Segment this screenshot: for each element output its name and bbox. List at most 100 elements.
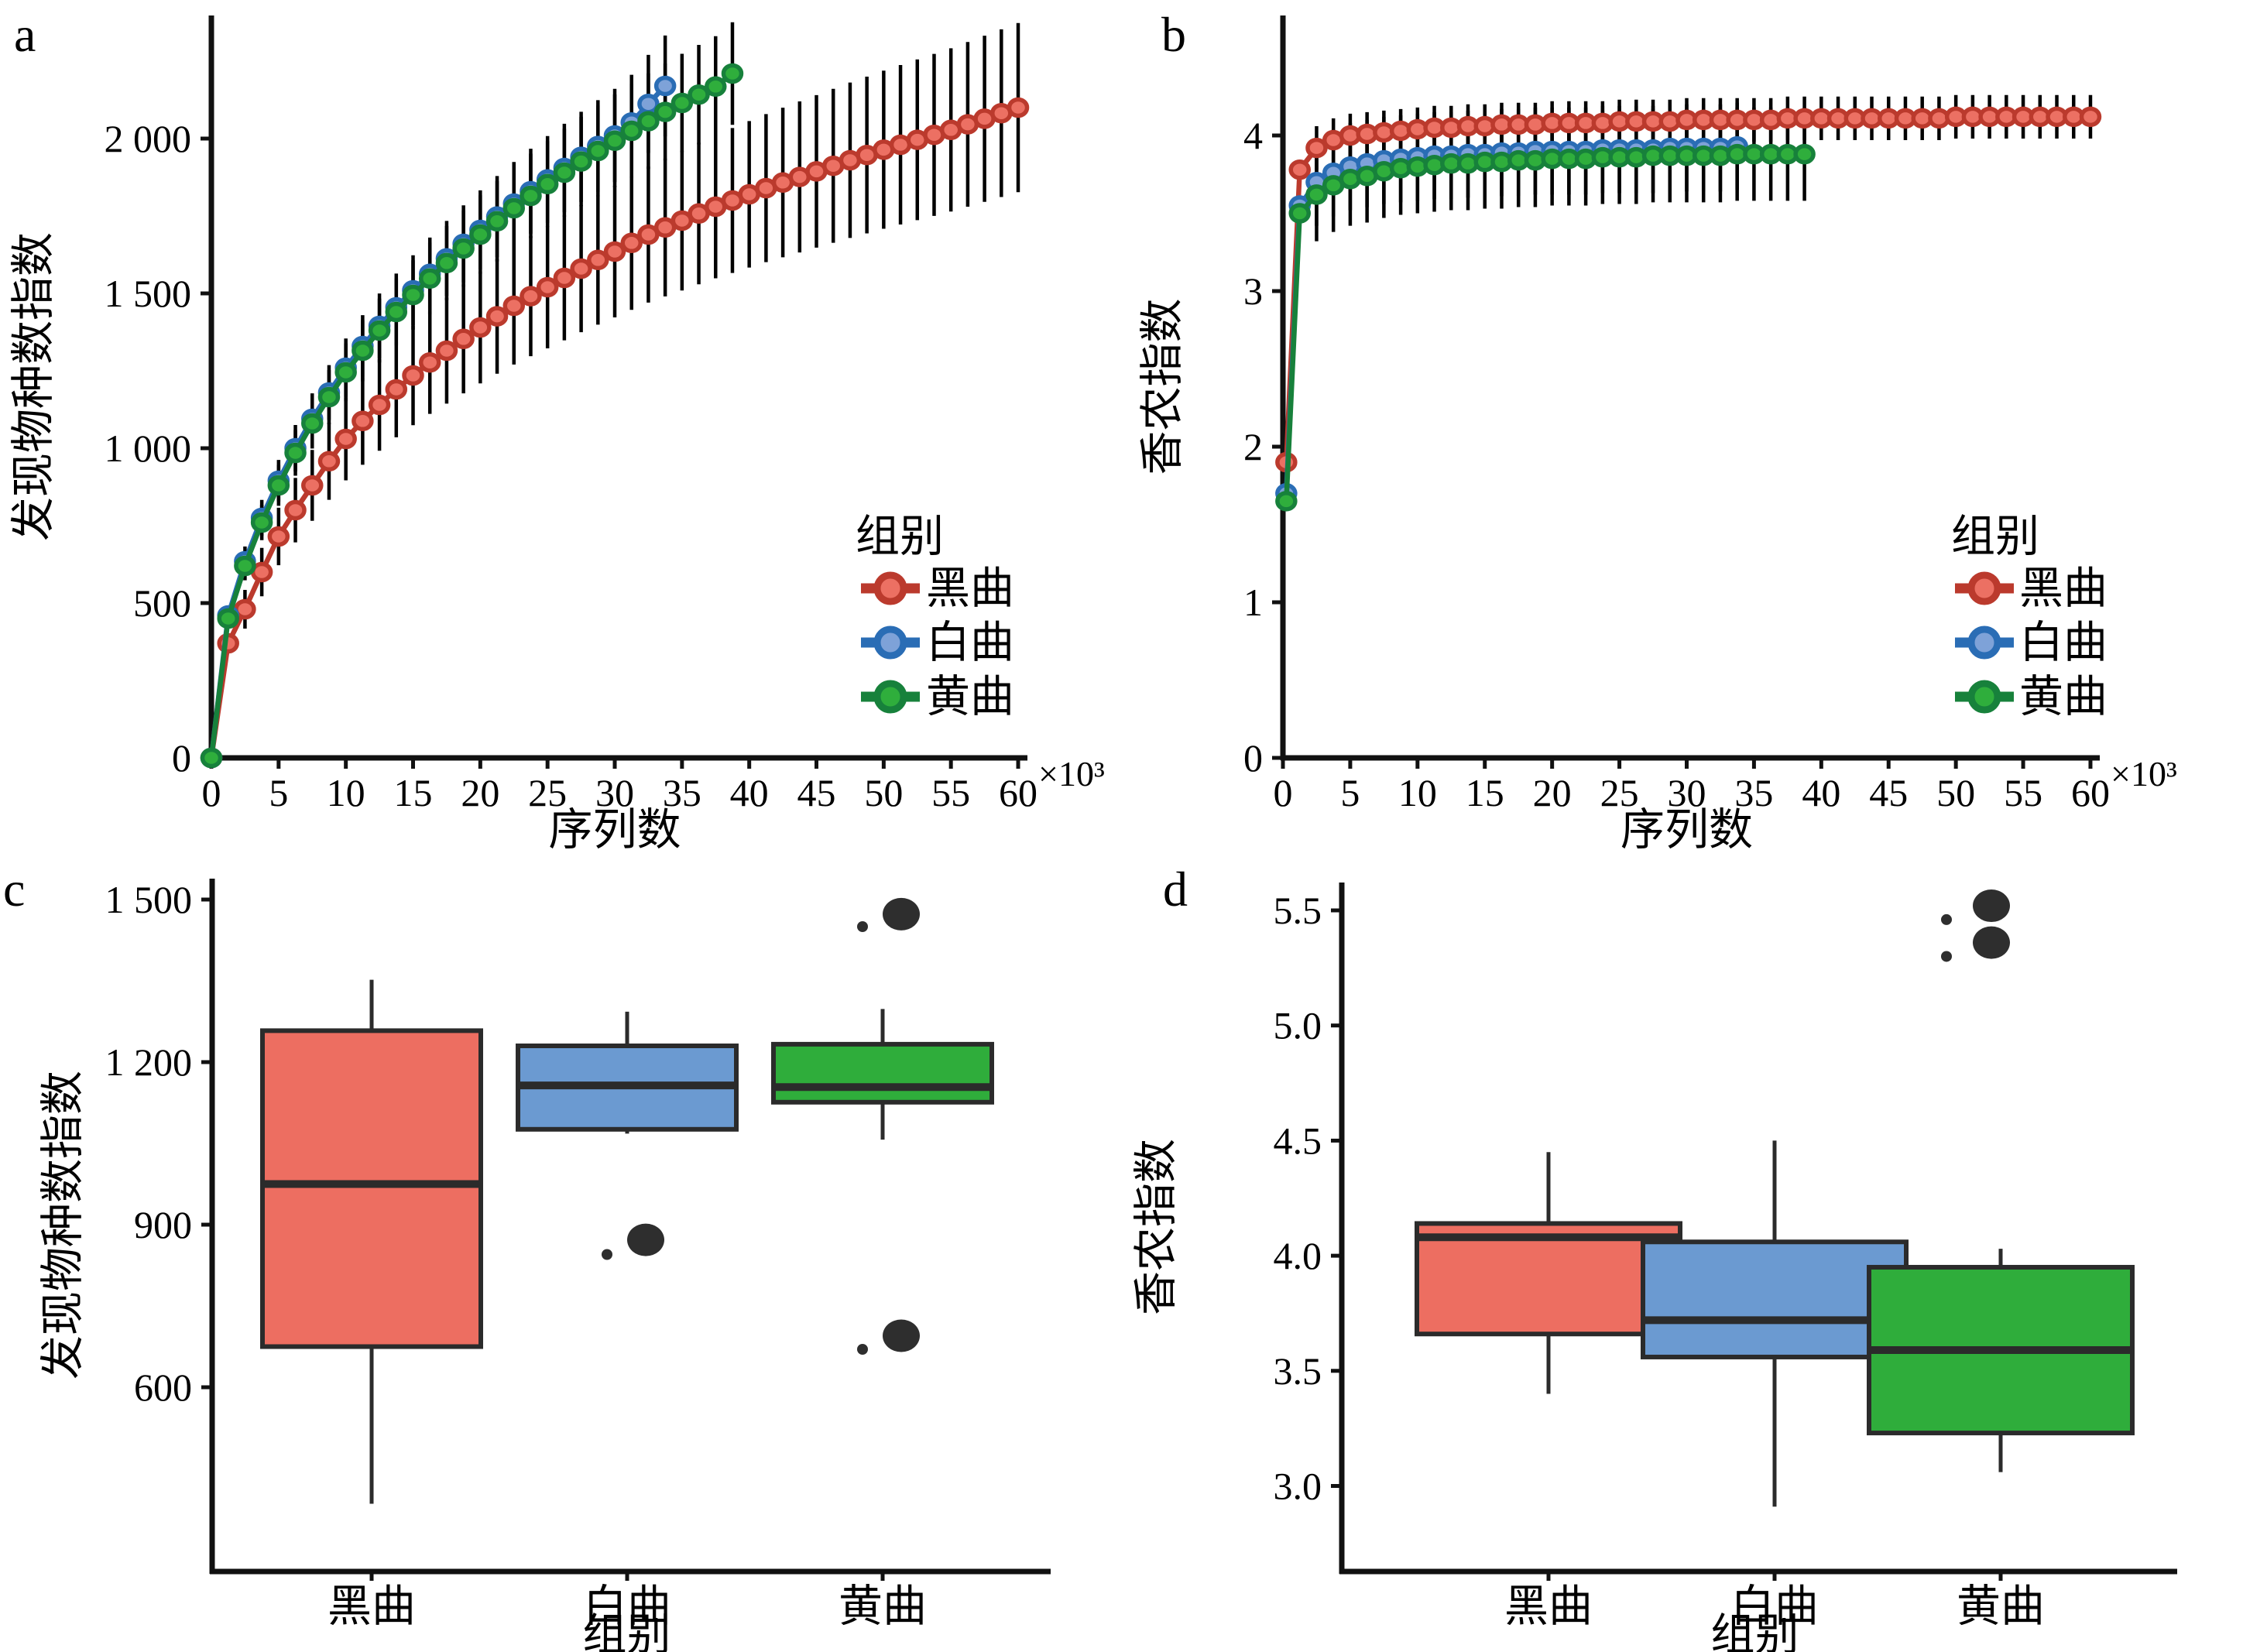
- category-label-黑曲: 黑曲: [1504, 1582, 1593, 1631]
- y-tick-label-d: 3.0: [1274, 1465, 1322, 1508]
- box-黄曲: [771, 1041, 994, 1105]
- x-tick-label-b: 60: [2071, 771, 2110, 814]
- x-tick-label-b: 55: [2004, 771, 2042, 814]
- data-point-黄曲: [469, 224, 492, 245]
- category-label-白曲: 白曲: [583, 1582, 671, 1631]
- data-point-黄曲: [1305, 184, 1328, 205]
- y-axis-title-d: 香农指数: [1132, 1139, 1181, 1315]
- y-tick-label-c: 900: [134, 1203, 192, 1246]
- data-point-黄曲: [620, 120, 643, 142]
- outlier-small-白曲: [602, 1249, 612, 1260]
- x-tick-label-a: 35: [663, 771, 701, 814]
- category-label-黄曲: 黄曲: [839, 1582, 927, 1631]
- x-tick-label-b: 15: [1466, 771, 1504, 814]
- legend-key-marker-白曲: [1967, 625, 2001, 660]
- data-point-黄曲: [553, 162, 576, 183]
- x-tick-label-a: 15: [394, 771, 433, 814]
- x-tick-label-a: 25: [528, 771, 567, 814]
- data-point-黄曲: [637, 111, 660, 132]
- outlier-big-黄曲: [1973, 889, 2010, 923]
- legend-title-b: 组别: [1951, 512, 2039, 561]
- panel-letter-b: b: [1161, 7, 1186, 62]
- data-point-黄曲: [234, 555, 256, 577]
- data-point-黄曲: [1288, 203, 1311, 224]
- legend-key-marker-黄曲: [1967, 680, 2001, 714]
- x-tick-label-b: 50: [1936, 771, 1975, 814]
- data-point-白曲: [653, 75, 677, 97]
- panel-letter-c: c: [3, 862, 25, 917]
- y-tick-label-c: 600: [134, 1366, 192, 1409]
- data-point-黑曲: [301, 475, 324, 496]
- x-tick-label-b: 5: [1340, 771, 1360, 814]
- data-point-黄曲: [368, 320, 391, 341]
- data-point-黑曲: [267, 526, 290, 547]
- data-point-黄曲: [688, 84, 710, 105]
- data-point-黄曲: [352, 340, 374, 362]
- x-tick-label-a: 50: [864, 771, 903, 814]
- data-point-黑曲: [2079, 106, 2102, 128]
- x-tick-label-b: 0: [1274, 771, 1293, 814]
- panel-letter-a: a: [14, 7, 36, 62]
- data-point-黄曲: [267, 475, 290, 496]
- data-point-黑曲: [1288, 159, 1311, 180]
- legend-key-marker-黄曲: [873, 680, 907, 714]
- y-axis-title-b: 香农指数: [1138, 299, 1187, 475]
- data-point-黄曲: [418, 268, 441, 290]
- y-tick-label-d: 3.5: [1274, 1349, 1322, 1393]
- data-point-黑曲: [385, 379, 408, 400]
- data-point-黄曲: [284, 442, 307, 464]
- x-tick-label-a: 5: [269, 771, 288, 814]
- category-label-黄曲: 黄曲: [1957, 1582, 2045, 1631]
- data-point-黄曲: [670, 92, 694, 114]
- data-point-黄曲: [435, 252, 458, 274]
- y-tick-label-b: 1: [1243, 581, 1263, 624]
- data-point-黄曲: [485, 211, 509, 232]
- x-tick-label-a: 45: [797, 771, 836, 814]
- data-point-黑曲: [334, 428, 357, 450]
- outlier-big-黄曲: [1973, 926, 2010, 959]
- y-tick-label-a: 0: [172, 736, 191, 780]
- category-label-白曲: 白曲: [1730, 1582, 1819, 1631]
- x-tick-label-b: 25: [1600, 771, 1639, 814]
- box-黑曲: [260, 1028, 483, 1349]
- x-axis-title-c: 组别: [583, 1611, 671, 1652]
- y-axis-title-c: 发现物种数指数: [39, 1071, 87, 1380]
- data-point-黄曲: [301, 413, 324, 434]
- y-tick-label-b: 2: [1243, 425, 1263, 468]
- outlier-small-黄曲: [857, 921, 868, 932]
- data-point-黑曲: [469, 317, 492, 338]
- y-tick-label-c: 1 200: [105, 1040, 193, 1084]
- data-point-黑曲: [485, 306, 509, 327]
- outlier-big-白曲: [627, 1223, 664, 1256]
- data-point-黄曲: [317, 386, 341, 408]
- data-point-黄曲: [1275, 491, 1298, 512]
- x-axis-multiplier-a: ×10³: [1038, 754, 1105, 793]
- legend-label-黑曲: 黑曲: [926, 564, 1014, 613]
- y-tick-label-a: 1 000: [105, 427, 192, 470]
- data-point-黄曲: [452, 238, 475, 259]
- x-axis-title-b: 序列数: [1621, 806, 1753, 855]
- data-point-黄曲: [603, 130, 626, 152]
- data-point-黑曲: [553, 267, 576, 289]
- series-line-黄曲: [1284, 151, 1805, 502]
- data-point-黑曲: [418, 351, 441, 373]
- legend-label-黑曲: 黑曲: [2019, 564, 2108, 613]
- data-point-黑曲: [603, 241, 626, 262]
- data-point-黑曲: [502, 295, 526, 317]
- legend-label-黄曲: 黄曲: [2019, 673, 2108, 721]
- x-tick-label-a: 60: [999, 771, 1037, 814]
- data-point-黑曲: [570, 258, 592, 279]
- data-point-黄曲: [200, 747, 223, 769]
- data-point-黄曲: [402, 284, 424, 306]
- y-tick-label-c: 1 500: [105, 878, 193, 921]
- data-point-黑曲: [352, 410, 374, 432]
- x-axis-title-a: 序列数: [549, 806, 681, 855]
- outlier-small-黄曲: [857, 1344, 868, 1355]
- data-point-黑曲: [620, 232, 643, 254]
- data-point-黄曲: [520, 185, 542, 207]
- data-point-黄曲: [217, 608, 239, 629]
- y-tick-label-b: 0: [1243, 736, 1263, 780]
- y-tick-label-a: 1 500: [105, 272, 192, 315]
- data-point-黑曲: [284, 499, 307, 521]
